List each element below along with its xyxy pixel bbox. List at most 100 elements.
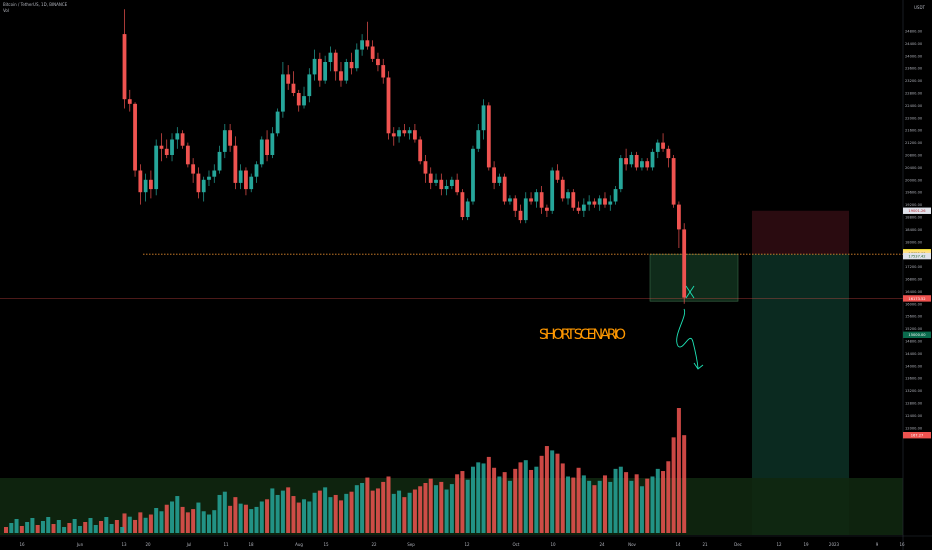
volume-bar <box>507 480 512 533</box>
candle-body <box>523 198 528 221</box>
volume-bar <box>46 517 51 533</box>
candle-body <box>391 133 396 137</box>
volume-bar <box>164 504 169 533</box>
candle-body <box>682 229 687 298</box>
volume-bar <box>25 522 30 533</box>
candle-body <box>508 198 512 202</box>
volume-bar <box>629 480 634 533</box>
volume-bar <box>502 472 507 533</box>
scenario-x-mark <box>685 285 695 299</box>
candle-body <box>428 173 433 183</box>
volume-bar <box>4 527 8 533</box>
volume-bar <box>175 496 180 533</box>
candle-body <box>138 170 143 193</box>
volume-bar <box>127 516 132 533</box>
volume-bar <box>407 492 412 533</box>
candle-body <box>228 130 232 146</box>
date-tick-label: 20 <box>145 542 151 547</box>
price-tick-label: 20400.00 <box>905 166 923 170</box>
candle-body <box>471 148 475 202</box>
candle-body <box>603 198 607 205</box>
date-tick-label: Dec <box>734 542 742 547</box>
volume-bar <box>40 521 45 533</box>
volume-bar <box>88 518 93 533</box>
volume-bar <box>249 509 254 533</box>
candle-body <box>597 198 602 205</box>
candle-body <box>370 46 375 59</box>
candle-body <box>566 192 570 199</box>
price-tick-label: 18400.00 <box>905 228 923 232</box>
date-tick-label: 10 <box>550 542 556 547</box>
symbol-title: Bitcoin / TetherUS, 1D, BINANCE <box>3 2 68 7</box>
date-tick-label: 16 <box>19 542 25 547</box>
volume-bar <box>470 466 475 533</box>
volume-bar <box>581 475 586 533</box>
volume-bar <box>449 484 454 533</box>
volume-bar <box>212 510 217 533</box>
volume-bar <box>206 514 211 533</box>
candle-body <box>360 40 364 50</box>
price-tick-label: 16400.00 <box>905 290 923 294</box>
volume-bar <box>338 500 343 533</box>
volume-bar <box>529 469 534 533</box>
candle-body <box>407 130 412 134</box>
candle-body <box>133 103 137 171</box>
volume-bar <box>465 479 470 533</box>
volume-bar <box>397 490 402 533</box>
candle-body <box>486 105 491 168</box>
volume-bar <box>233 497 238 533</box>
volume-bar <box>602 475 607 533</box>
volume-bar <box>639 486 644 533</box>
candle-body <box>502 176 507 202</box>
currency-label: USDT <box>914 5 926 10</box>
volume-bar <box>587 480 592 533</box>
price-tick-label: 18800.00 <box>905 216 923 220</box>
volume-bar <box>259 501 264 533</box>
price-tick-label: 21200.00 <box>905 141 923 145</box>
candle-body <box>149 179 153 190</box>
date-tick-label: Oct <box>513 542 520 547</box>
candle-body <box>518 210 523 221</box>
price-tick-label: 20000.00 <box>905 178 923 182</box>
candle-body <box>497 176 502 183</box>
short-scenario-label: SHORT SCENARIO <box>539 327 626 343</box>
volume-bar <box>682 435 687 533</box>
volume-bar <box>597 480 602 533</box>
price-tick-label: 21600.00 <box>905 129 923 133</box>
volume-bar <box>254 506 259 533</box>
volume-bar <box>138 512 143 533</box>
volume-bar <box>99 521 104 533</box>
volume-bar <box>381 481 386 533</box>
price-tick-label: 20800.00 <box>905 154 923 158</box>
volume-bar <box>539 455 544 533</box>
date-tick-label: 14 <box>675 542 681 547</box>
date-tick-label: 12 <box>776 542 782 547</box>
volume-bar <box>634 474 639 533</box>
price-tick-label: 23600.00 <box>905 67 923 71</box>
candle-body <box>164 148 169 155</box>
volume-bar <box>323 487 328 533</box>
volume-bar <box>650 476 655 533</box>
candle-body <box>212 170 217 177</box>
volume-bar <box>280 490 285 533</box>
volume-bar <box>354 485 359 533</box>
candle-body <box>307 74 312 97</box>
stop-loss-zone[interactable] <box>752 210 849 255</box>
date-tick-label: Aug <box>295 542 303 547</box>
candle-body <box>154 145 159 190</box>
volume-bar <box>386 476 391 533</box>
price-tick-label: 14400.00 <box>905 352 923 356</box>
candle-body <box>238 170 243 183</box>
candle-body <box>608 201 613 205</box>
volume-bar <box>365 477 370 533</box>
entry-box[interactable] <box>649 253 739 302</box>
volume-tag <box>903 432 931 439</box>
candle-body <box>650 151 655 168</box>
candle-body <box>434 179 438 183</box>
volume-bar <box>375 488 380 533</box>
candle-body <box>275 111 280 134</box>
candle-body <box>581 204 586 211</box>
time-axis: 16 Jun 13 20 Jul 11 18 Aug 15 22 Sep 12 Oct 10 24 Nov 14… <box>0 535 932 547</box>
